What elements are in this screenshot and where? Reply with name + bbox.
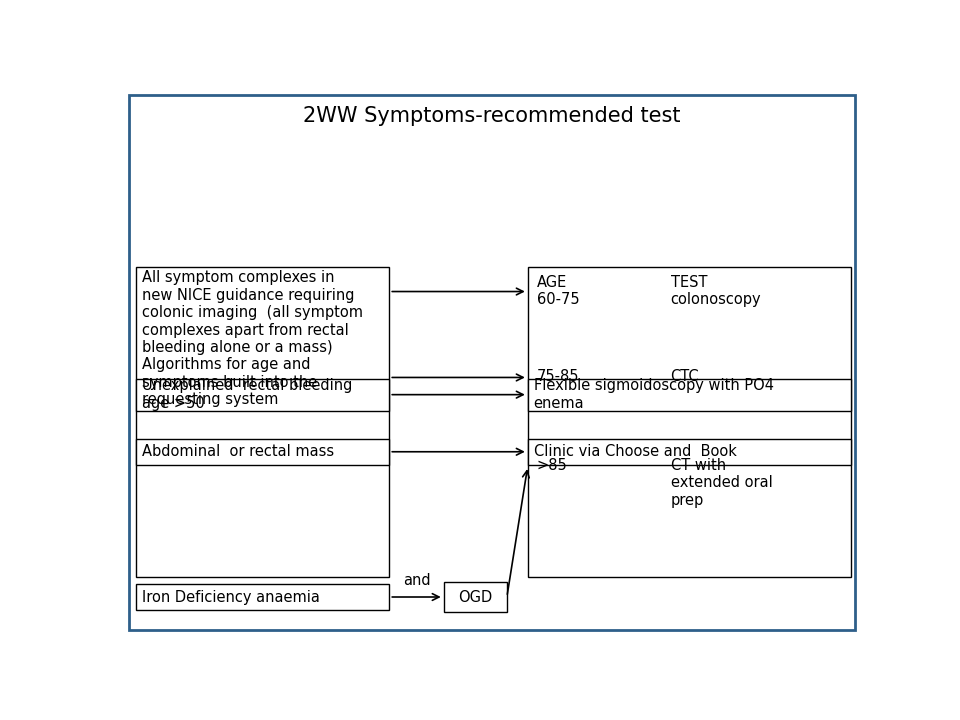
Text: and: and [403,573,430,588]
Text: >85: >85 [537,458,567,473]
Text: OGD: OGD [459,590,492,605]
Text: All symptom complexes in
new NICE guidance requiring
colonic imaging  (all sympt: All symptom complexes in new NICE guidan… [142,271,363,408]
Text: Clinic via Choose and  Book: Clinic via Choose and Book [534,444,736,459]
Text: Abdominal  or rectal mass: Abdominal or rectal mass [142,444,334,459]
Text: 2WW Symptoms-recommended test: 2WW Symptoms-recommended test [303,106,681,126]
Text: CTC: CTC [670,369,699,384]
FancyBboxPatch shape [528,439,852,464]
FancyBboxPatch shape [444,582,507,612]
Text: CT with
extended oral
prep: CT with extended oral prep [670,458,772,508]
Text: Iron Deficiency anaemia: Iron Deficiency anaemia [142,590,321,605]
Text: 75-85: 75-85 [537,369,579,384]
FancyBboxPatch shape [136,266,390,577]
FancyBboxPatch shape [528,379,852,410]
Text: TEST
colonoscopy: TEST colonoscopy [670,275,761,307]
FancyBboxPatch shape [129,95,855,630]
FancyBboxPatch shape [136,584,390,611]
Text: Flexible sigmoidoscopy with PO4
enema: Flexible sigmoidoscopy with PO4 enema [534,379,774,411]
FancyBboxPatch shape [528,266,852,577]
FancyBboxPatch shape [136,439,390,464]
Text: AGE
60-75: AGE 60-75 [537,275,579,307]
FancyBboxPatch shape [136,379,390,410]
Text: Unexplained  rectal bleeding
age >50: Unexplained rectal bleeding age >50 [142,379,352,411]
